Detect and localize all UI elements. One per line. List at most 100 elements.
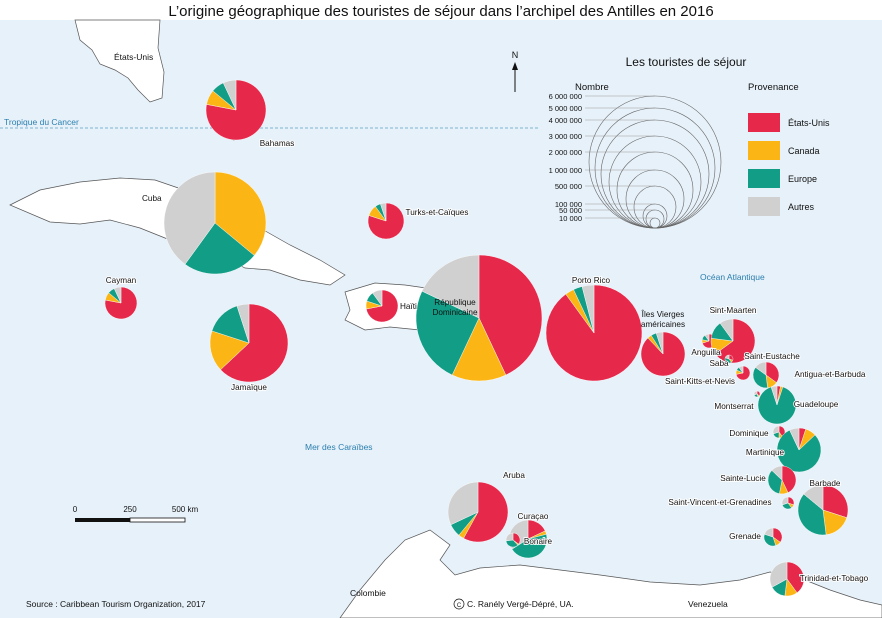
place-label-bonaire: Bonaire xyxy=(524,537,553,546)
pie-slice-dominique-autres xyxy=(772,425,780,435)
place-label-aruba: Aruba xyxy=(503,471,525,480)
pie-slice-jamaique-etats-unis xyxy=(220,303,289,383)
pie-slice-bahamas-autres xyxy=(222,79,237,111)
pie-slice-cayman-etats-unis xyxy=(104,286,138,320)
pie-slice-sint-maarten-etats-unis xyxy=(714,318,756,364)
pie-antigua-et-barbuda xyxy=(752,361,780,389)
place-label-porto-rico: Porto Rico xyxy=(572,276,611,285)
pie-porto-rico xyxy=(545,284,643,382)
legend-size-value: 100 000 xyxy=(555,200,582,209)
pie-slice-bahamas-etats-unis xyxy=(205,79,267,141)
pie-slice-martinique-autres xyxy=(789,427,800,451)
ocean-label: Océan Atlantique xyxy=(700,272,765,282)
legend-size-header: Nombre xyxy=(575,82,609,93)
pie-slice-curacao-europe xyxy=(511,534,548,559)
pie-martinique xyxy=(776,427,822,473)
pie-slice-antigua-et-barbuda-europe xyxy=(752,367,768,389)
legend-size-value: 1 000 000 xyxy=(549,166,582,175)
legend-size-value: 4 000 000 xyxy=(549,116,582,125)
pie-slice-barbade-etats-unis xyxy=(822,484,849,518)
place-label-curacao: Curaçao xyxy=(518,512,549,521)
pie-slice-barbade-europe xyxy=(797,493,827,536)
pie-republique-dominicaine xyxy=(415,254,543,382)
scale-tick-1: 250 xyxy=(123,505,137,514)
colombia-label: Colombie xyxy=(350,588,386,598)
pie-slice-cayman-autres xyxy=(113,286,122,304)
pie-slice-aruba-etats-unis xyxy=(463,481,509,543)
pie-cayman xyxy=(104,286,138,320)
place-label-republique-dominicaine: République Dominicaine xyxy=(432,298,477,317)
pie-slice-republique-dominicaine-europe xyxy=(415,290,480,376)
place-label-saint-kitts-et-nevis: Saint-Kitts-et-Nevis xyxy=(665,377,735,386)
pie-grenade xyxy=(763,527,783,547)
venezuela-label: Venezuela xyxy=(688,599,728,609)
place-label-dominique: Dominique xyxy=(729,429,769,438)
place-label-sint-maarten: Sint-Maarten xyxy=(710,306,757,315)
scale-bar-segment-1 xyxy=(75,518,130,522)
pie-barbade xyxy=(797,484,849,536)
pie-slice-aruba-autres xyxy=(447,481,479,526)
pie-slice-republique-dominicaine-autres xyxy=(421,254,480,319)
pie-bahamas xyxy=(205,79,267,141)
color-legend: États-Unis Canada Europe Autres xyxy=(748,113,830,216)
pie-slice-haiti-autres xyxy=(372,289,383,307)
pie-iles-vierges-americaines xyxy=(640,331,686,377)
sea-label: Mer des Caraïbes xyxy=(305,442,373,452)
legend-label-autres: Autres xyxy=(788,202,815,212)
florida-land xyxy=(74,19,165,103)
legend-swatch-europe xyxy=(748,169,780,188)
pie-saba xyxy=(709,348,717,356)
legend: Les touristes de séjour Nombre Provenanc… xyxy=(549,55,830,229)
legend-size-value: 3 000 000 xyxy=(549,132,582,141)
place-label-antigua-et-barbuda: Antigua-et-Barbuda xyxy=(794,370,865,379)
legend-size-value: 2 000 000 xyxy=(549,148,582,157)
pie-slice-bonaire-autres xyxy=(505,532,514,542)
pie-slice-grenade-autres xyxy=(764,527,774,538)
pie-slice-porto-rico-autres xyxy=(581,284,595,334)
legend-size-value: 10 000 xyxy=(559,214,582,223)
map-title: L’origine géographique des touristes de … xyxy=(168,3,713,20)
pie-trinidad-et-tobago xyxy=(769,561,805,597)
legend-swatch-autres xyxy=(748,197,780,216)
pie-slice-trinidad-et-tobago-etats-unis xyxy=(786,561,805,594)
north-arrow: N xyxy=(512,50,518,92)
pie-slice-republique-dominicaine-canada xyxy=(451,317,507,382)
pie-slice-antigua-et-barbuda-etats-unis xyxy=(765,361,780,383)
pie-slice-montserrat-autres xyxy=(753,390,758,396)
source-text: Source : Caribbean Tourism Organization,… xyxy=(26,599,206,609)
credit-text: C. Ranély Vergé-Dépré, UA. xyxy=(467,599,574,609)
pie-slice-cuba-canada xyxy=(214,171,267,256)
legend-size-value: 50 000 xyxy=(559,206,582,215)
legend-swatch-etats-unis xyxy=(748,113,780,132)
pie-jamaique xyxy=(209,303,289,383)
legend-label-etats-unis: États-Unis xyxy=(788,118,830,128)
place-label-saint-vincent-et-grenadines: Saint-Vincent-et-Grenadines xyxy=(668,498,771,507)
place-label-martinique: Martinique xyxy=(746,448,785,457)
legend-swatch-canada xyxy=(748,141,780,160)
pie-sint-maarten xyxy=(710,318,756,364)
place-label-sainte-lucie: Sainte-Lucie xyxy=(720,474,766,483)
scale-tick-0: 0 xyxy=(73,505,78,514)
place-label-guadeloupe: Guadeloupe xyxy=(794,400,839,409)
place-label-haiti: Haïti xyxy=(400,302,417,311)
pie-saint-kitts-et-nevis xyxy=(735,365,751,381)
pie-aruba xyxy=(447,481,509,543)
place-label-cayman: Cayman xyxy=(106,276,137,285)
place-label-cuba: Cuba xyxy=(142,194,162,203)
pie-slice-martinique-europe xyxy=(776,429,822,473)
size-legend: 6 000 000 5 000 000 4 000 000 3 000 000 2 00… xyxy=(549,92,722,229)
south-america-land xyxy=(339,529,882,618)
scale-bar: 0 250 500 km xyxy=(73,505,198,523)
pie-slice-cuba-autres xyxy=(163,171,216,265)
pie-slice-sainte-lucie-etats-unis xyxy=(781,465,797,493)
copyright-icon xyxy=(453,598,465,610)
legend-color-header: Provenance xyxy=(748,82,799,93)
place-label-barbade: Barbade xyxy=(810,479,841,488)
pie-slice-sainte-lucie-autres xyxy=(771,465,783,481)
pie-curacao xyxy=(508,519,548,559)
pie-sainte-lucie xyxy=(767,465,797,495)
tropic-label: Tropique du Cancer xyxy=(4,117,79,127)
place-label-anguilla: Anguilla xyxy=(691,348,721,357)
legend-label-canada: Canada xyxy=(788,146,820,156)
